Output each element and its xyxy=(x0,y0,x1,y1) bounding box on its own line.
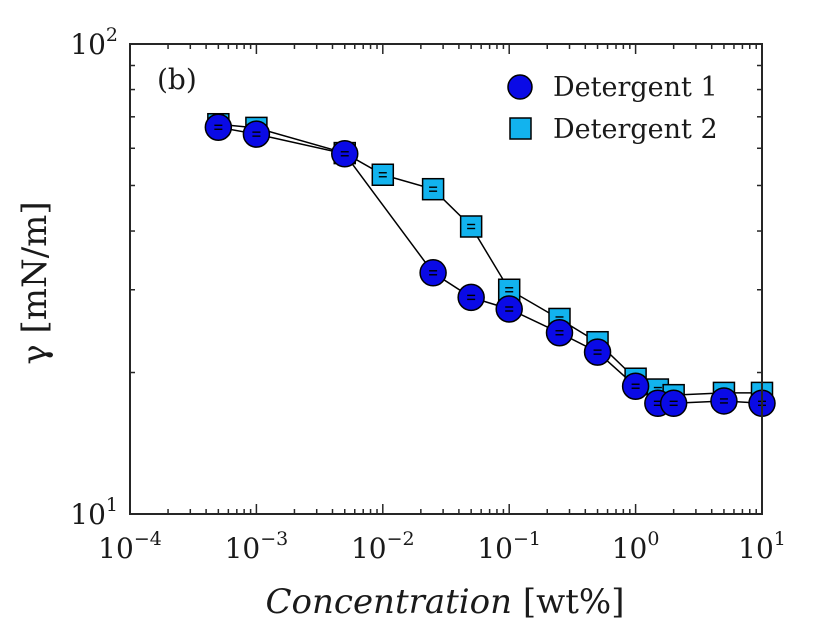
data-point-detergent-1 xyxy=(495,295,523,323)
panel-label: (b) xyxy=(157,63,197,96)
x-tick-label: 10−1 xyxy=(477,528,541,565)
x-tick-base: 10 xyxy=(225,532,261,565)
x-tick-exponent: −4 xyxy=(134,528,162,550)
x-tick-label: 101 xyxy=(738,528,786,565)
y-tick-base: 10 xyxy=(70,28,106,61)
x-tick-label: 10−2 xyxy=(351,528,415,565)
data-point-detergent-1 xyxy=(419,259,447,287)
y-tick-exponent: 1 xyxy=(106,494,118,516)
data-point-detergent-1 xyxy=(330,140,359,168)
data-point-detergent-1 xyxy=(204,113,233,142)
x-tick-base: 10 xyxy=(738,532,774,565)
x-tick-exponent: −2 xyxy=(387,528,415,550)
legend-label-detergent-1: Detergent 1 xyxy=(553,72,718,103)
data-point-detergent-2 xyxy=(371,163,395,186)
x-tick-labels: 10−4 10−3 10−2 10−1 100 101 xyxy=(98,528,786,565)
x-tick-label: 10−3 xyxy=(225,528,289,565)
plot-frame xyxy=(129,43,763,515)
y-tick-base: 10 xyxy=(70,498,106,531)
legend-label-detergent-2: Detergent 2 xyxy=(553,114,718,145)
x-tick-base: 10 xyxy=(98,532,134,565)
x-tick-exponent: −1 xyxy=(513,528,541,550)
x-tick-exponent: 1 xyxy=(774,528,786,550)
y-axis-label: γ [mN/m] xyxy=(15,201,55,364)
x-axis-label-units: [wt%] xyxy=(523,582,625,622)
x-tick-base: 10 xyxy=(477,532,513,565)
x-axis-label-name: Concentration xyxy=(266,582,513,622)
x-axis-label: Concentration [wt%] xyxy=(266,582,625,622)
x-tick-exponent: 0 xyxy=(647,528,659,550)
data-point-detergent-2 xyxy=(421,177,445,201)
data-point-detergent-1 xyxy=(457,283,485,312)
y-tick-exponent: 2 xyxy=(106,24,118,46)
y-tick-label: 101 xyxy=(70,494,118,531)
data-point-detergent-2 xyxy=(459,215,483,238)
x-tick-exponent: −3 xyxy=(260,528,288,550)
data-point-detergent-1 xyxy=(710,387,738,415)
data-point-detergent-1 xyxy=(242,120,271,148)
x-tick-label: 10−4 xyxy=(98,528,162,565)
data-point-detergent-1 xyxy=(583,338,612,366)
legend-marker-detergent-1 xyxy=(507,74,533,100)
data-point-detergent-1 xyxy=(545,319,574,347)
x-tick-label: 100 xyxy=(612,528,660,565)
x-tick-base: 10 xyxy=(351,532,387,565)
data-point-detergent-1 xyxy=(659,389,688,418)
x-tick-base: 10 xyxy=(612,532,648,565)
series-markers xyxy=(204,112,776,418)
y-tick-label: 102 xyxy=(70,24,118,61)
legend: Detergent 1 Detergent 2 xyxy=(507,72,718,145)
data-point-detergent-1 xyxy=(621,372,650,400)
legend-marker-detergent-2 xyxy=(509,117,532,140)
